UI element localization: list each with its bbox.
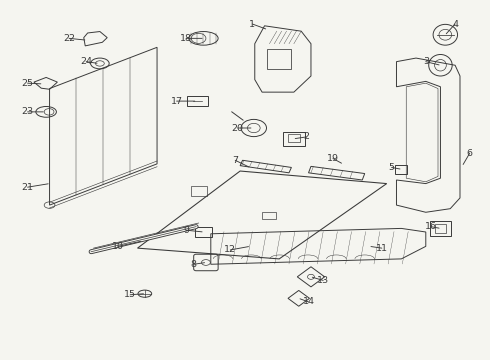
Text: 10: 10 <box>112 242 124 251</box>
Bar <box>267 49 292 69</box>
Bar <box>283 132 305 146</box>
Text: 1: 1 <box>249 19 255 28</box>
Text: 21: 21 <box>22 183 34 192</box>
Bar <box>262 212 276 220</box>
Text: 17: 17 <box>171 96 183 105</box>
Bar <box>395 165 407 174</box>
Text: 13: 13 <box>317 276 329 285</box>
Text: 8: 8 <box>191 260 196 269</box>
Text: 23: 23 <box>22 107 34 116</box>
Text: 22: 22 <box>63 34 75 43</box>
Bar <box>288 134 300 142</box>
Text: 19: 19 <box>327 154 339 163</box>
Bar <box>195 227 212 237</box>
Text: 9: 9 <box>183 226 189 235</box>
Bar <box>187 96 208 106</box>
Text: 3: 3 <box>423 57 429 66</box>
Text: 5: 5 <box>389 163 394 172</box>
Bar <box>430 221 451 236</box>
Bar <box>435 224 446 233</box>
Bar <box>191 186 207 196</box>
Text: 11: 11 <box>376 244 388 253</box>
Text: 2: 2 <box>303 132 309 141</box>
Text: 7: 7 <box>232 156 238 165</box>
Text: 24: 24 <box>80 57 92 66</box>
Text: 18: 18 <box>180 34 193 43</box>
Text: 14: 14 <box>302 297 315 306</box>
Text: 20: 20 <box>232 123 244 132</box>
Text: 12: 12 <box>224 246 236 255</box>
Text: 15: 15 <box>124 290 136 299</box>
Text: 25: 25 <box>22 79 34 88</box>
Text: 4: 4 <box>452 19 458 28</box>
Text: 6: 6 <box>467 149 473 158</box>
Text: 16: 16 <box>425 222 437 231</box>
